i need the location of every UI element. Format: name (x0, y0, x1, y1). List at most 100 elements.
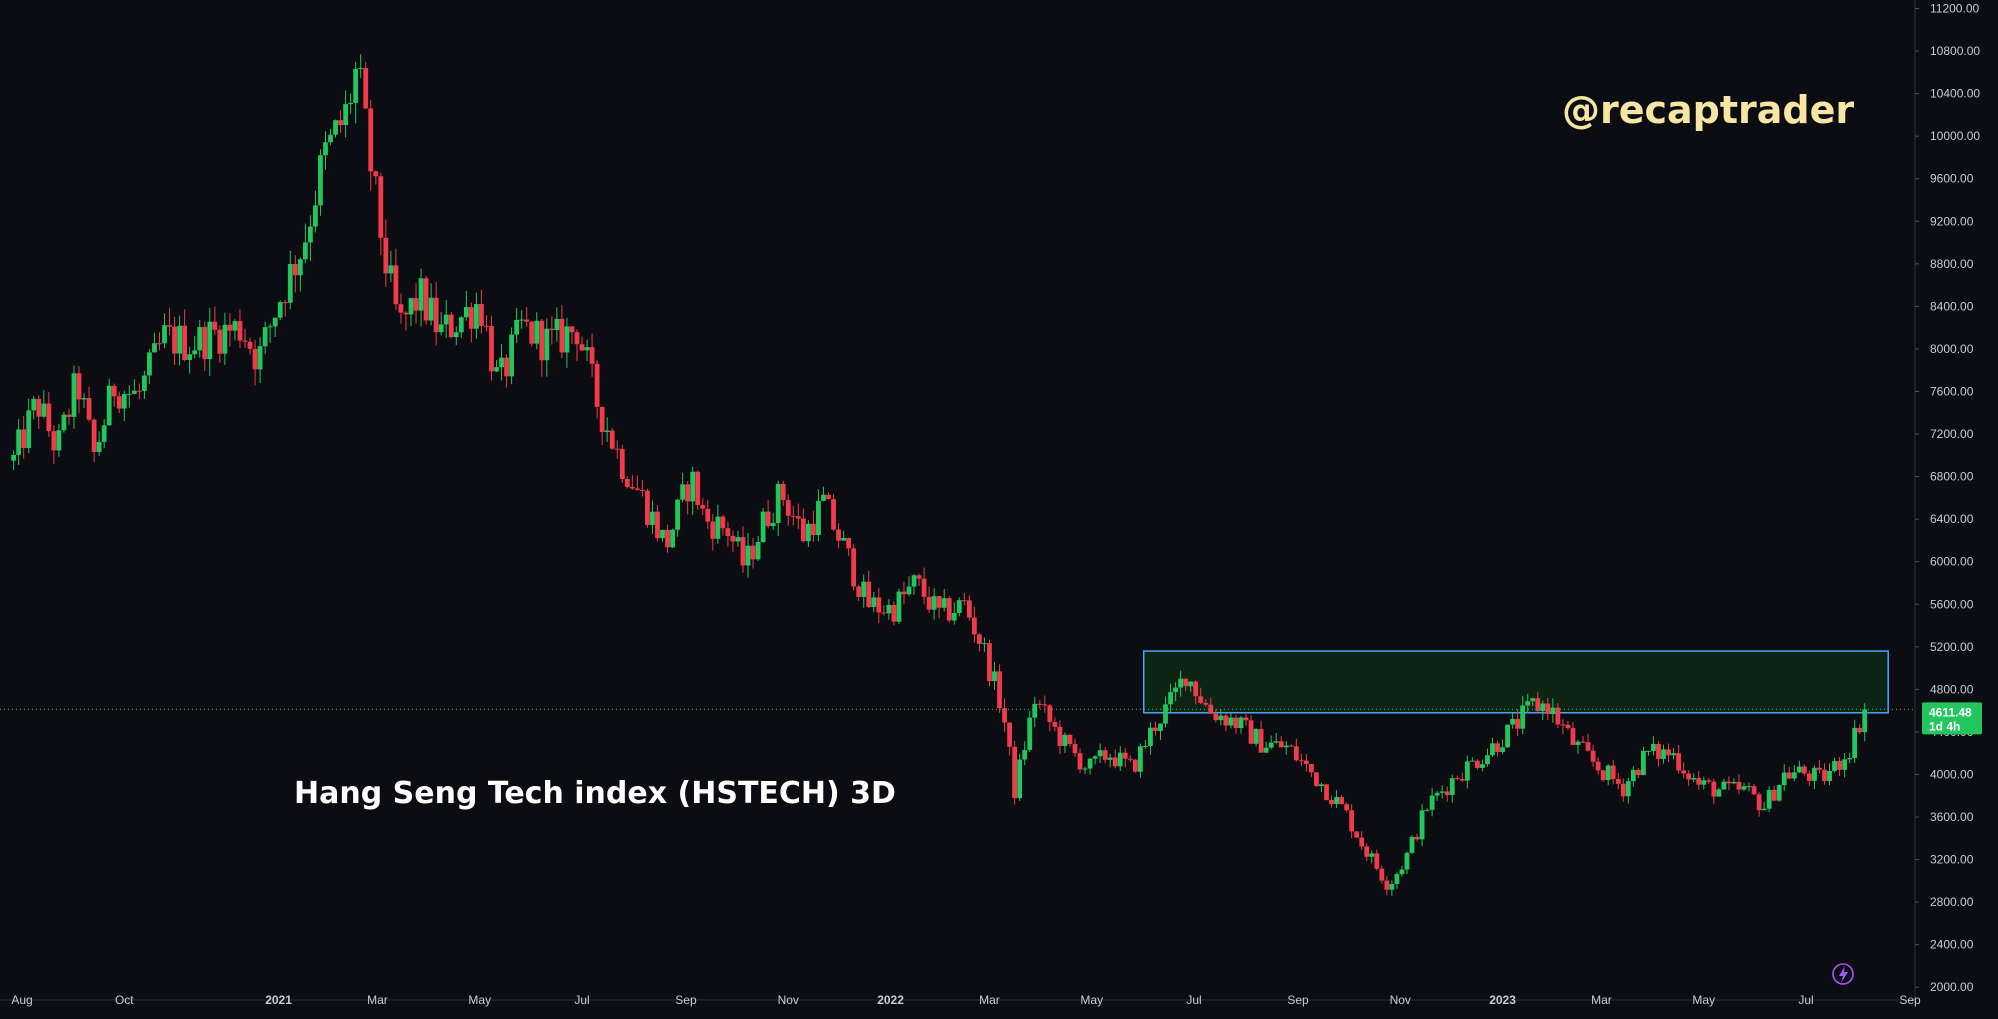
candle (1107, 753, 1113, 768)
candle (448, 311, 454, 339)
candle (297, 257, 303, 292)
candle (1615, 772, 1621, 790)
candle (1389, 880, 1395, 896)
candle (1535, 692, 1541, 712)
candle (639, 480, 645, 497)
candle (458, 316, 464, 338)
candle (861, 574, 867, 608)
candle (227, 313, 233, 347)
candle (715, 504, 721, 544)
candle (398, 293, 404, 324)
candle (46, 391, 52, 437)
candle (1419, 804, 1425, 847)
candle (51, 425, 57, 465)
candle (1555, 703, 1561, 729)
candle (811, 510, 816, 542)
candle (1344, 802, 1350, 813)
chart-title: Hang Seng Tech index (HSTECH) 3D (294, 776, 896, 811)
x-tick-label: Sep (1899, 993, 1921, 1007)
candle (1801, 764, 1807, 776)
candle (765, 500, 771, 529)
candle (1711, 778, 1717, 804)
candle (1329, 795, 1334, 808)
candle (720, 514, 726, 536)
candle (951, 602, 957, 625)
candle (1359, 831, 1365, 850)
candle (1168, 683, 1173, 714)
candle (1530, 697, 1536, 707)
x-tick-label: Sep (675, 993, 697, 1007)
candle (1560, 718, 1566, 735)
candle (1148, 722, 1153, 755)
y-tick-label: 3200.00 (1930, 853, 1974, 867)
candle (353, 61, 359, 124)
y-tick-label: 9200.00 (1930, 214, 1974, 228)
candle (906, 576, 912, 597)
candle (26, 398, 32, 454)
candle (921, 567, 927, 605)
candle (1796, 760, 1802, 774)
candle (292, 255, 298, 293)
x-tick-label: Mar (367, 993, 388, 1007)
x-tick-label: Oct (115, 993, 134, 1007)
candle (1580, 735, 1586, 743)
candle (101, 419, 107, 449)
candle (1454, 775, 1460, 781)
candle (785, 494, 791, 526)
zone-rect[interactable] (1142, 650, 1889, 714)
candle (71, 365, 77, 429)
candle (1464, 755, 1470, 789)
candle (685, 481, 691, 515)
price-axis[interactable]: 2000.00 2400.00 2800.00 3200.00 3600.00 4000.… (1914, 0, 1980, 1000)
candle (579, 336, 585, 352)
candle (1520, 696, 1526, 735)
candle (333, 119, 338, 138)
candle (1087, 758, 1093, 775)
candle (1500, 739, 1505, 755)
candle (790, 505, 796, 526)
candle (1646, 750, 1651, 756)
candle (499, 344, 504, 381)
candle (866, 570, 872, 608)
candle (977, 633, 982, 652)
candle (242, 328, 248, 348)
candle (1349, 804, 1355, 839)
candle (1661, 744, 1666, 764)
candle (282, 299, 288, 317)
candle (1354, 830, 1360, 838)
x-tick-label: 2022 (877, 993, 904, 1007)
candle (56, 423, 62, 457)
candle (524, 306, 530, 327)
candle (111, 383, 117, 407)
y-tick-label: 10000.00 (1930, 129, 1980, 143)
lightning-icon[interactable] (1832, 963, 1854, 985)
candle (1233, 714, 1239, 734)
candle (941, 588, 947, 612)
x-tick-label: 2021 (265, 993, 292, 1007)
candle (1288, 744, 1294, 747)
candle (760, 507, 766, 543)
candle (1374, 849, 1380, 871)
candle (529, 320, 535, 347)
candle (463, 290, 469, 321)
candle (821, 486, 826, 502)
x-tick-label: Sep (1287, 993, 1309, 1007)
candle (841, 530, 846, 541)
candle (1545, 697, 1551, 721)
candle (619, 444, 625, 483)
candle (1706, 778, 1712, 785)
candle (61, 411, 67, 433)
candle (1726, 776, 1732, 791)
candle (1218, 708, 1224, 726)
x-tick-label: Nov (778, 993, 799, 1007)
candle (91, 418, 97, 463)
candle (1837, 757, 1842, 777)
time-axis[interactable]: Aug Oct 2021 Mar May Jul Sep Nov 2022 Mar May Jul Se… (0, 993, 1921, 1007)
candle (1640, 746, 1646, 776)
candle (780, 480, 786, 507)
candle (795, 503, 801, 529)
candle (1309, 763, 1314, 777)
candle (96, 431, 102, 456)
candle (846, 537, 852, 557)
